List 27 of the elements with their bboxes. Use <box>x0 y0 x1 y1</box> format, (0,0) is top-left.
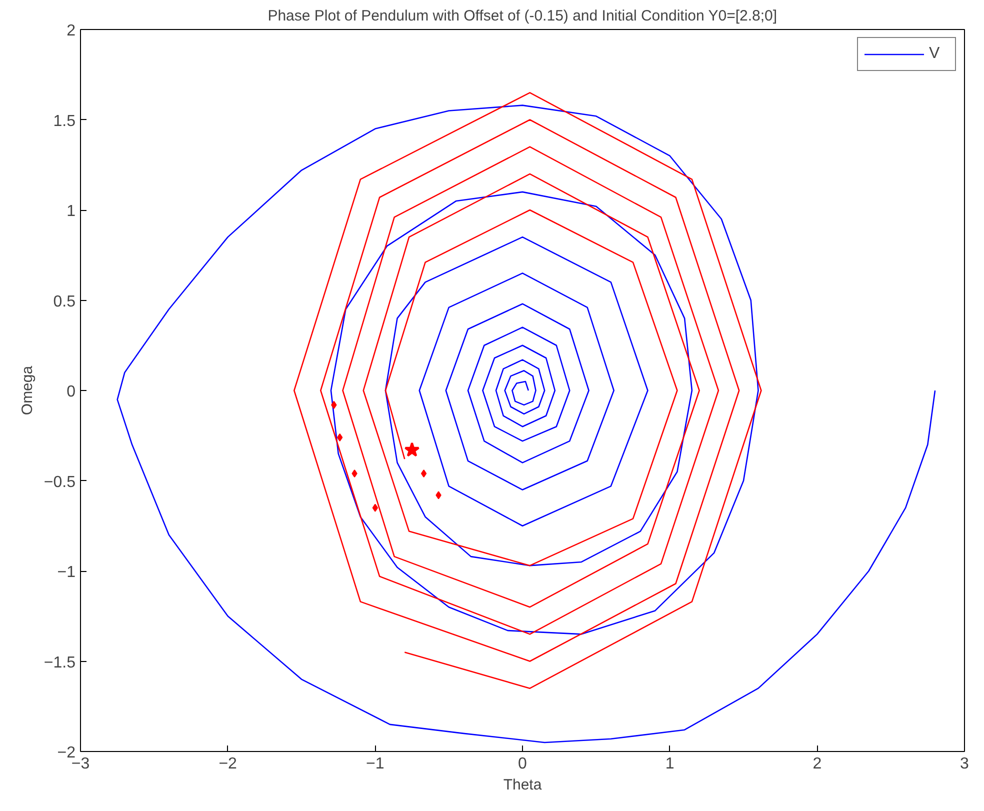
y-tick-label: 0.5 <box>53 293 76 310</box>
point <box>336 433 343 442</box>
y-tick-label: −1 <box>57 564 76 581</box>
y-tick-label: −1.5 <box>44 654 76 672</box>
x-tick-label: 0 <box>518 756 528 772</box>
point <box>352 470 358 478</box>
point <box>404 442 420 457</box>
legend-label: V <box>929 45 941 63</box>
x-tick-label: −1 <box>366 756 384 772</box>
point <box>436 491 442 500</box>
chart-title: Phase Plot of Pendulum with Offset of (-0.15) and Initial Condition Y0=[2.8;0] <box>268 8 778 24</box>
y-tick-label: 2 <box>66 22 76 40</box>
point <box>372 504 378 512</box>
y-tick-label: −0.5 <box>44 474 76 491</box>
point <box>331 400 337 409</box>
y-axis-title: Omega <box>18 365 36 416</box>
line-series <box>116 104 936 744</box>
x-tick-label: 3 <box>960 756 970 772</box>
y-tick-label: 0 <box>66 384 76 400</box>
y-tick-label: 1.5 <box>53 112 76 130</box>
line-series <box>293 92 762 689</box>
x-tick-label: 1 <box>665 756 674 772</box>
point <box>420 470 427 478</box>
x-tick-label: −2 <box>218 756 238 772</box>
x-tick-label: 2 <box>812 756 822 772</box>
x-axis-title: Theta <box>503 776 542 794</box>
y-tick-label: 1 <box>66 203 76 220</box>
